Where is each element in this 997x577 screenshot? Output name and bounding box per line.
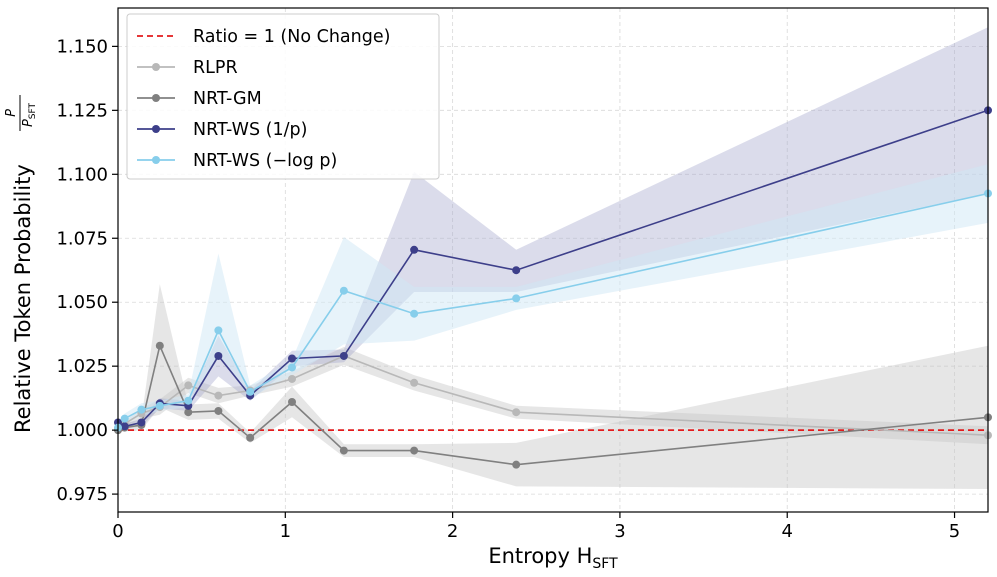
legend-swatch-marker (152, 63, 160, 71)
legend-label: RLPR (193, 58, 238, 78)
legend-label: Ratio = 1 (No Change) (193, 27, 390, 47)
legend-entry: NRT-WS (−log p) (137, 151, 337, 171)
y-axis-title-fraction-denominator: PSFT (21, 102, 38, 127)
data-point (120, 414, 129, 423)
data-point (214, 351, 223, 360)
data-point (184, 408, 193, 417)
y-tick-label: 1.125 (56, 100, 108, 121)
data-point (214, 406, 223, 415)
y-tick-label: 1.050 (56, 292, 108, 313)
y-axis-title-denominator-sub: SFT (28, 102, 38, 119)
data-point (137, 405, 146, 414)
data-point (246, 387, 255, 396)
legend-swatch-marker (152, 125, 160, 133)
legend-entry: NRT-WS (1/p) (137, 120, 307, 140)
data-point (288, 397, 296, 406)
y-tick-label: 1.150 (56, 36, 108, 57)
confidence-band (118, 284, 988, 489)
y-axis-title: Relative Token Probability P PSFT (4, 95, 38, 433)
data-point (120, 422, 129, 431)
data-point (410, 446, 419, 455)
legend-entry: RLPR (137, 58, 238, 78)
confidence-bands (118, 27, 988, 489)
x-axis-title-sub: SFT (592, 556, 618, 572)
y-axis-title-denominator-p: P (21, 119, 36, 127)
legend-swatch-marker (152, 94, 160, 102)
legend-label: NRT-WS (1/p) (193, 120, 307, 140)
legend-items: Ratio = 1 (No Change) RLPR NRT-GM NRT-WS (1… (137, 27, 390, 171)
grid (117, 8, 988, 512)
y-axis-title-main: Relative Token Probability (11, 164, 35, 433)
data-point (184, 396, 193, 405)
x-tick-label: 3 (614, 521, 625, 542)
data-point (155, 341, 164, 350)
y-tick-label: 1.000 (56, 420, 108, 441)
y-tick-label: 1.100 (56, 164, 108, 185)
legend-label: NRT-WS (−log p) (193, 151, 337, 171)
data-point (339, 286, 348, 295)
data-point (512, 408, 521, 417)
axis-ticks: 0 1 2 3 4 5 0.975 1.000 1.025 1.050 1.075 1.100 1.12… (56, 36, 960, 542)
data-point (214, 391, 223, 400)
x-tick-label: 1 (280, 521, 291, 542)
data-point (339, 446, 348, 455)
data-point (288, 374, 296, 383)
data-point (410, 378, 419, 387)
confidence-band (118, 164, 988, 431)
data-point (155, 401, 164, 410)
x-tick-label: 2 (447, 521, 458, 542)
plot-frame (117, 7, 989, 513)
data-point (214, 326, 223, 335)
legend-box (126, 13, 440, 180)
x-tick-label: 5 (949, 521, 960, 542)
data-point (512, 460, 521, 469)
x-tick-label: 0 (112, 521, 123, 542)
x-axis-title: Entropy HSFT (488, 544, 618, 572)
data-point (410, 309, 419, 318)
legend-entry: Ratio = 1 (No Change) (137, 27, 390, 47)
data-point (288, 354, 296, 363)
y-tick-label: 1.075 (56, 228, 108, 249)
data-point (339, 351, 348, 360)
y-tick-label: 0.975 (56, 484, 108, 505)
data-point (512, 294, 521, 303)
data-point (184, 381, 193, 390)
data-point (410, 245, 419, 254)
y-tick-label: 1.025 (56, 356, 108, 377)
x-axis-title-main: Entropy H (488, 544, 592, 568)
data-point (246, 433, 255, 442)
data-point (288, 363, 296, 372)
confidence-band (118, 347, 988, 445)
data-point (512, 266, 521, 275)
legend: Ratio = 1 (No Change) RLPR NRT-GM NRT-WS (1… (126, 13, 440, 180)
y-axis-title-fraction-numerator: P (4, 109, 19, 117)
legend-swatch-marker (152, 156, 160, 164)
data-point (137, 418, 146, 427)
legend-label: NRT-GM (193, 89, 262, 109)
legend-entry: NRT-GM (137, 89, 262, 109)
x-tick-label: 4 (782, 521, 793, 542)
